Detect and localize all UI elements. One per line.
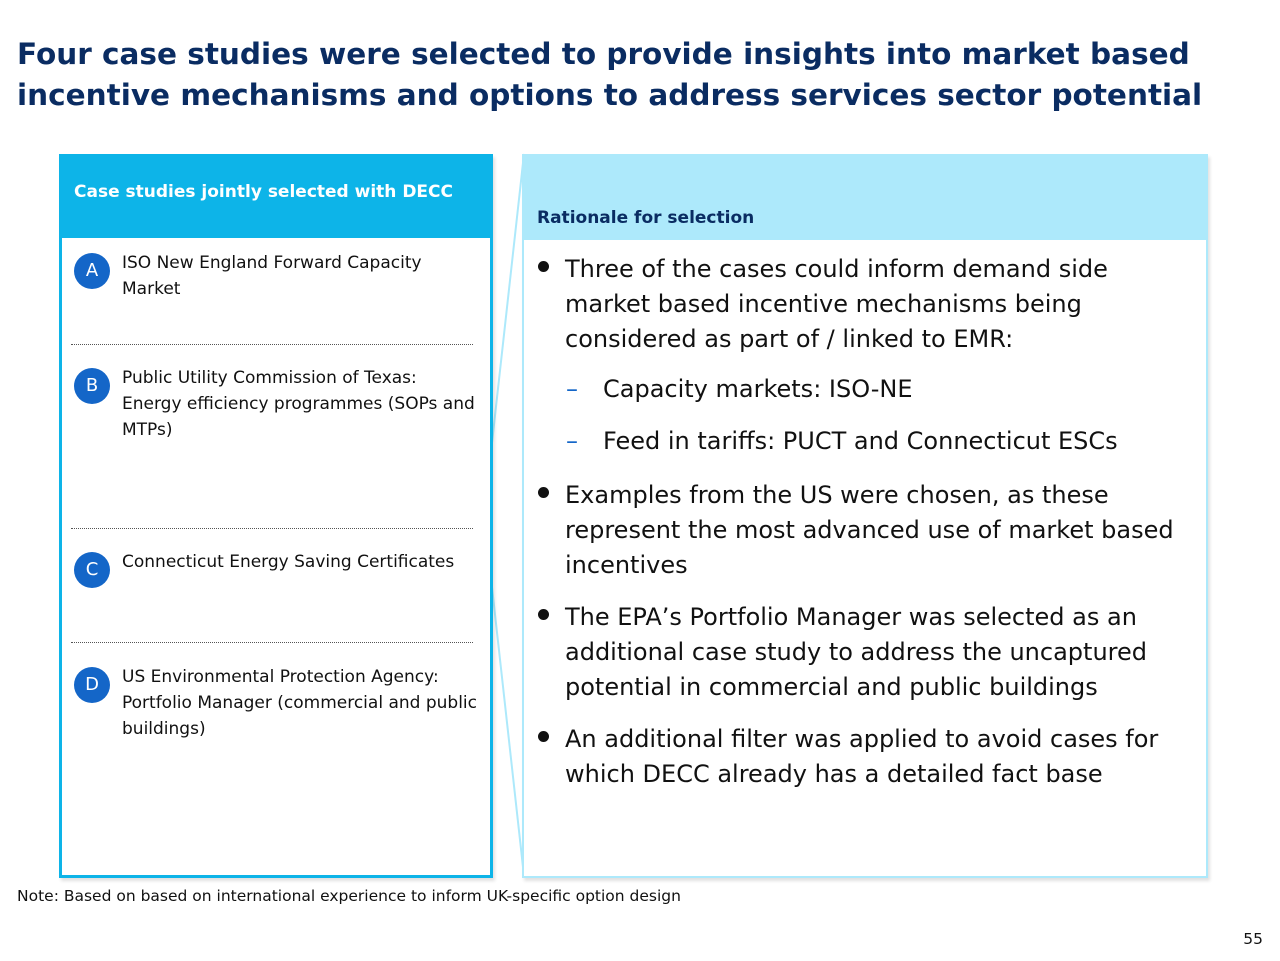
- bullet-dot: [538, 609, 549, 620]
- case-divider: [71, 344, 473, 345]
- case-text: US Environmental Protection Agency: Port…: [122, 667, 477, 739]
- dash-marker: –: [566, 427, 578, 455]
- case-badge: D: [74, 667, 110, 703]
- case-badge: A: [74, 253, 110, 289]
- page-number: 55: [1243, 930, 1263, 948]
- case-badge: B: [74, 368, 110, 404]
- page-title: Four case studies were selected to provi…: [17, 37, 1203, 112]
- sub-bullet-text: Capacity markets: ISO-NE: [603, 375, 913, 403]
- bullet-text: The EPA’s Portfolio Manager was selected…: [565, 603, 1147, 701]
- rationale-heading: Rationale for selection: [524, 156, 1206, 240]
- bullet-text: An additional filter was applied to avoi…: [565, 725, 1159, 788]
- case-text: ISO New England Forward Capacity Market: [122, 253, 422, 299]
- bullet-text: Examples from the US were chosen, as the…: [565, 481, 1174, 579]
- rationale-panel: Rationale for selection Three of the cas…: [522, 154, 1208, 878]
- bullet-text: Three of the cases could inform demand s…: [565, 255, 1108, 353]
- case-text: Connecticut Energy Saving Certificates: [122, 552, 455, 572]
- case-studies-heading: Case studies jointly selected with DECC: [62, 157, 490, 238]
- case-divider: [71, 528, 473, 529]
- bullet-dot: [538, 731, 549, 742]
- bullet-dot: [538, 261, 549, 272]
- dash-marker: –: [566, 375, 578, 403]
- footnote: Note: Based on based on international ex…: [17, 887, 681, 905]
- case-badge: C: [74, 552, 110, 588]
- case-studies-panel: Case studies jointly selected with DECC …: [59, 154, 493, 878]
- case-text: Public Utility Commission of Texas: Ener…: [122, 368, 475, 440]
- case-divider: [71, 642, 473, 643]
- sub-bullet-text: Feed in tariffs: PUCT and Connecticut ES…: [603, 427, 1118, 455]
- bullet-dot: [538, 487, 549, 498]
